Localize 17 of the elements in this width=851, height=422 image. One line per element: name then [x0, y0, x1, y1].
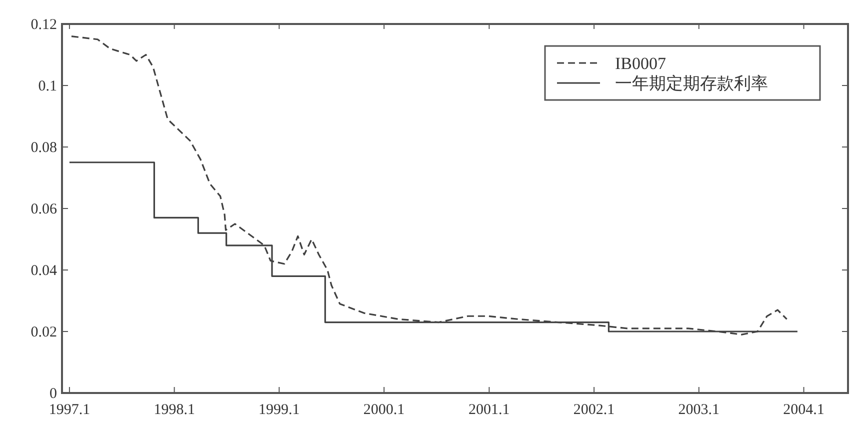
y-tick-label: 0.06 [30, 202, 58, 218]
x-tick-label: 1997.1 [48, 402, 90, 418]
legend-label: IB0007 [615, 54, 666, 73]
y-tick-label: 0.02 [30, 324, 57, 340]
y-tick-label: 0.1 [38, 78, 57, 94]
x-tick-label: 2001.1 [468, 402, 510, 418]
y-tick-label: 0.04 [30, 263, 58, 279]
legend-label: 一年期定期存款利率 [615, 74, 768, 93]
x-tick-label: 2000.1 [363, 402, 405, 418]
y-tick-label: 0.08 [30, 140, 57, 156]
y-tick-label: 0 [50, 386, 57, 402]
x-tick-label: 2004.1 [783, 402, 824, 418]
x-tick-label: 2003.1 [678, 402, 720, 418]
x-tick-label: 1998.1 [154, 402, 195, 418]
y-tick-label: 0.12 [30, 17, 57, 33]
x-tick-label: 1999.1 [258, 402, 300, 418]
x-tick-label: 2002.1 [573, 402, 615, 418]
